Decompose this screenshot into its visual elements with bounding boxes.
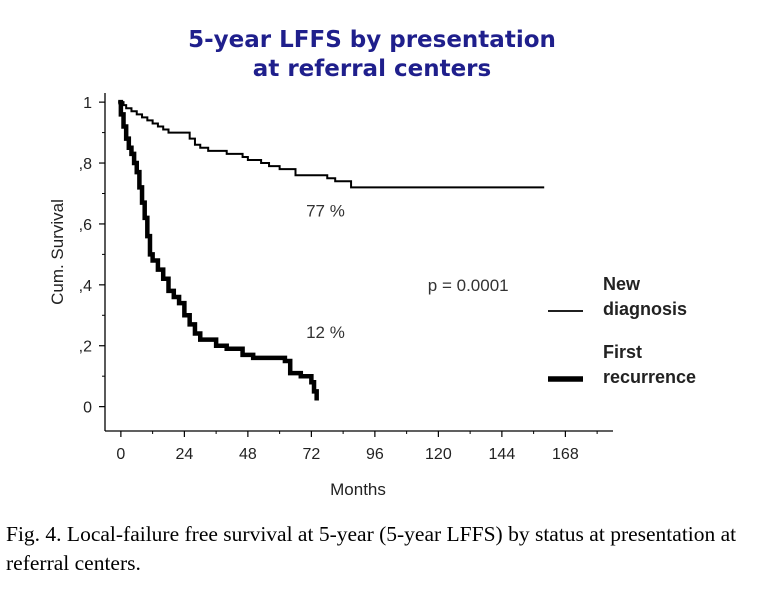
x-tick-label: 168 — [552, 446, 579, 463]
legend-label: recurrence — [603, 367, 696, 387]
x-tick-label: 48 — [239, 446, 257, 463]
x-tick-label: 144 — [489, 446, 516, 463]
chart-title-line-2: at referral centers — [253, 56, 491, 82]
x-axis-label: Months — [330, 480, 386, 499]
legend-label: First — [603, 342, 642, 362]
y-tick-label: ,4 — [79, 278, 92, 295]
x-tick-label: 0 — [116, 446, 125, 463]
chart-title-line-1: 5-year LFFS by presentation — [188, 27, 556, 53]
y-tick-label: 0 — [83, 400, 92, 417]
x-tick-label: 120 — [425, 446, 452, 463]
chart-annotation: p = 0.0001 — [428, 276, 509, 295]
figure-caption: Fig. 4. Local-failure free survival at 5… — [6, 522, 737, 575]
legend-label: diagnosis — [603, 299, 687, 319]
y-tick-label: ,2 — [79, 339, 92, 356]
x-tick-label: 24 — [175, 446, 193, 463]
y-tick-label: 1 — [83, 95, 92, 112]
chart-annotation: 77 % — [306, 201, 345, 220]
y-axis-label: Cum. Survival — [48, 199, 67, 305]
x-tick-label: 72 — [302, 446, 320, 463]
plot-area: 0 ,2 ,4 ,6 ,8 1 0 24 48 72 96 120 144 168 77 % 12 % p = … — [79, 93, 696, 463]
legend-label: New — [603, 274, 641, 294]
chart-annotation: 12 % — [306, 323, 345, 342]
series-line-1 — [118, 99, 319, 401]
y-tick-label: ,6 — [79, 217, 92, 234]
y-tick-label: ,8 — [79, 156, 92, 173]
series-line-0 — [118, 101, 545, 189]
x-tick-label: 96 — [366, 446, 384, 463]
